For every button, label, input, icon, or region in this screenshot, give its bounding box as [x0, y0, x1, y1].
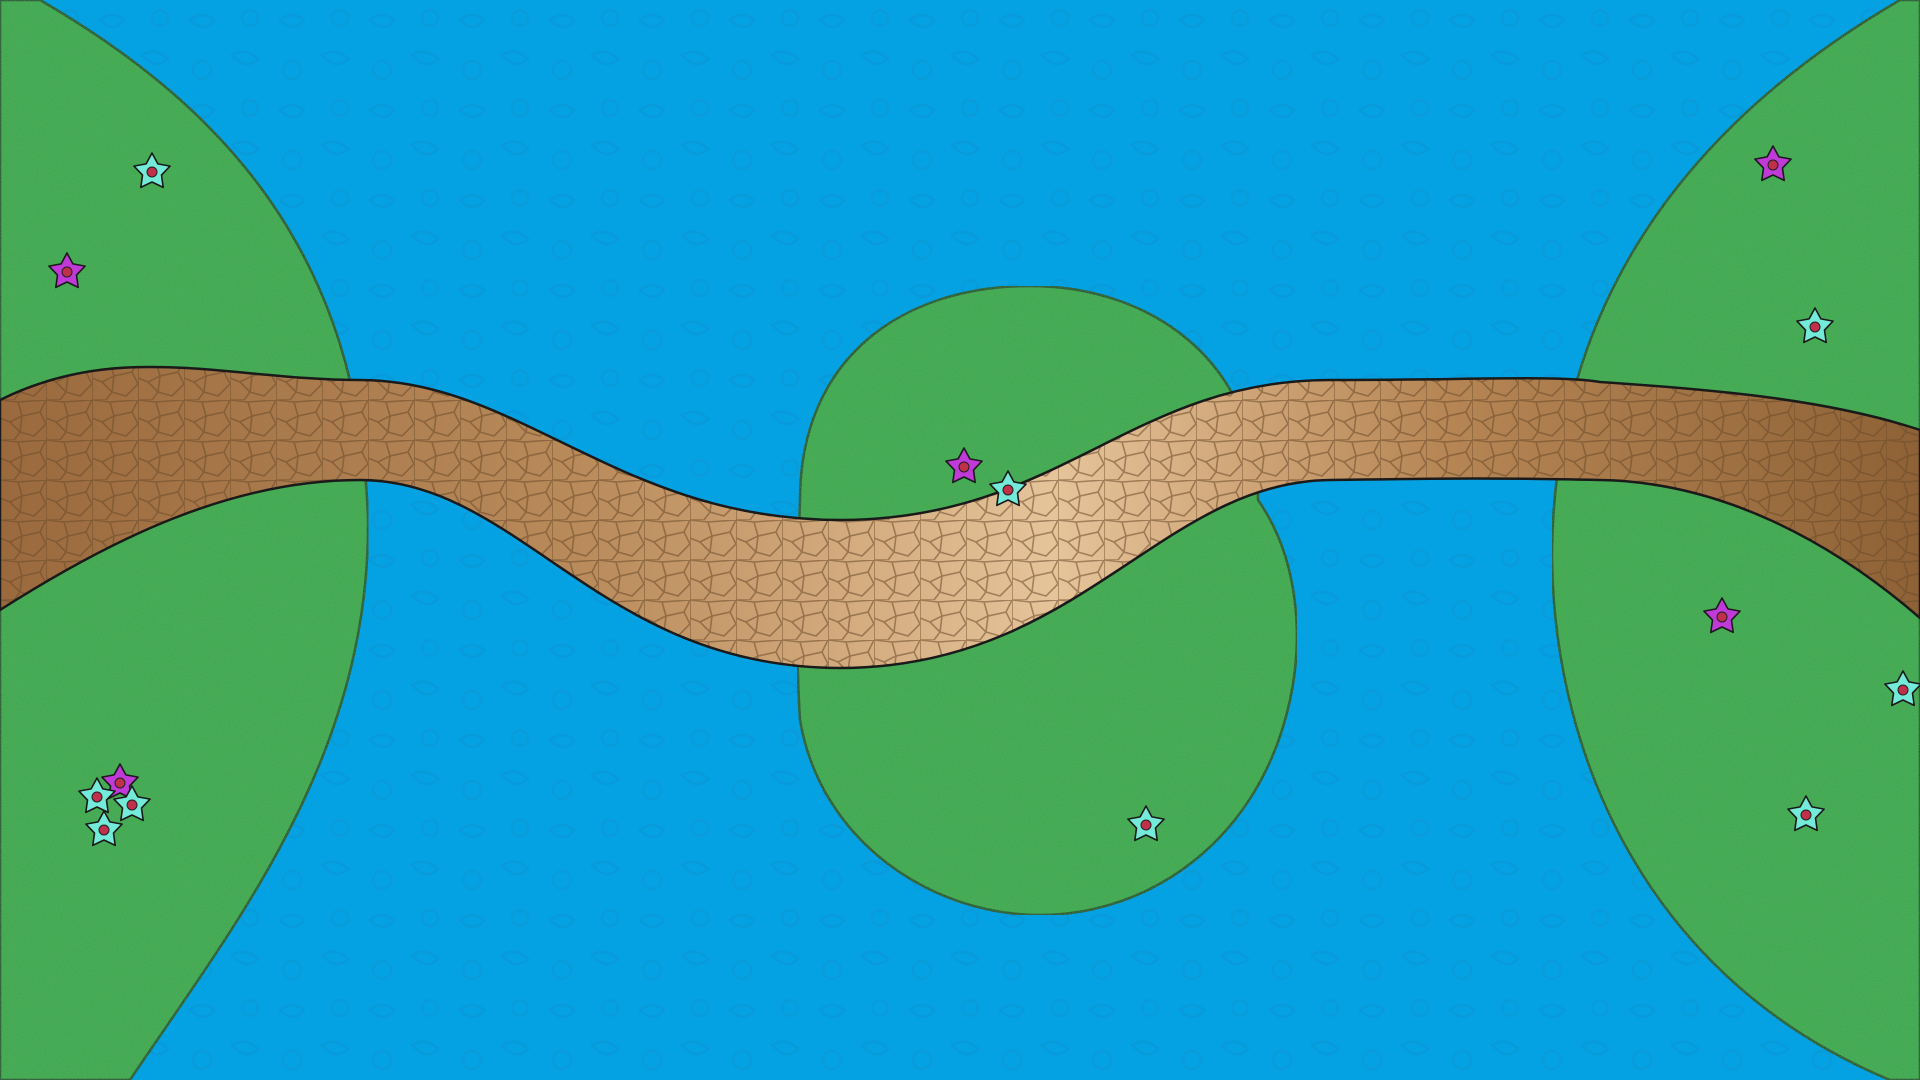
flower-magenta	[945, 447, 983, 484]
flower-cyan	[133, 152, 171, 189]
flower-cyan	[989, 470, 1027, 507]
flower-cyan	[1787, 795, 1825, 832]
island-right	[1550, 0, 1920, 1080]
flowers-layer	[48, 145, 1920, 847]
flower-magenta	[1754, 145, 1792, 182]
flower-cyan	[1884, 670, 1920, 707]
flower-cyan	[85, 810, 123, 847]
flower-cyan	[78, 777, 116, 814]
flower-cyan	[1127, 805, 1165, 842]
flower-cyan	[113, 785, 151, 822]
flower-magenta	[1703, 597, 1741, 634]
flower-magenta	[48, 252, 86, 289]
flower-cyan	[1796, 307, 1834, 344]
